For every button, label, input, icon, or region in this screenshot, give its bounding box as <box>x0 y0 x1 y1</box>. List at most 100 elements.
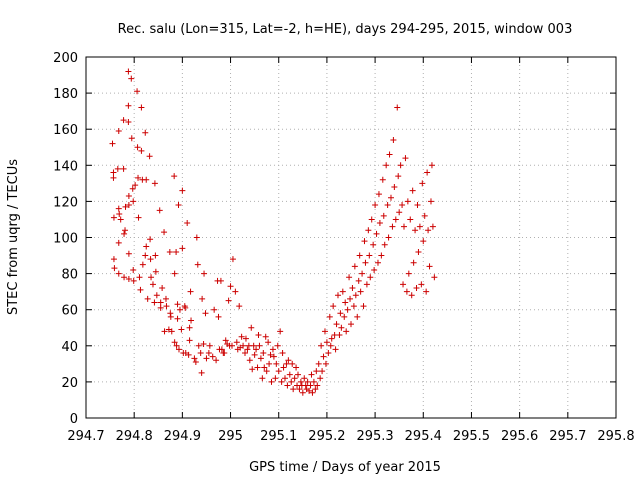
data-point <box>334 292 341 299</box>
data-point <box>299 389 306 396</box>
data-point <box>238 333 245 340</box>
data-point <box>193 234 200 241</box>
data-point <box>186 324 193 331</box>
data-point <box>138 104 145 111</box>
data-point <box>380 212 387 219</box>
data-point <box>203 355 210 362</box>
data-point <box>385 234 392 241</box>
data-point <box>228 342 235 349</box>
data-point <box>304 378 311 385</box>
data-point <box>297 378 304 385</box>
data-point <box>109 140 116 147</box>
data-point <box>173 248 180 255</box>
data-point <box>416 223 423 230</box>
data-point <box>405 270 412 277</box>
data-point <box>152 268 159 275</box>
data-point <box>176 306 183 313</box>
data-point <box>327 342 334 349</box>
data-point <box>209 353 216 360</box>
data-point <box>125 202 132 209</box>
data-point <box>249 366 256 373</box>
data-point <box>185 351 192 358</box>
data-point <box>254 364 261 371</box>
data-point <box>401 223 407 230</box>
data-point <box>115 128 122 135</box>
data-point <box>142 129 149 136</box>
data-point <box>137 286 144 293</box>
data-point <box>428 162 435 169</box>
data-point <box>148 274 155 281</box>
data-point <box>420 238 427 245</box>
data-point <box>173 342 180 349</box>
data-point <box>307 382 314 389</box>
data-point <box>386 151 393 158</box>
data-point <box>270 353 277 360</box>
data-point <box>281 375 288 382</box>
data-point <box>188 317 195 324</box>
data-point <box>157 304 164 311</box>
data-point <box>415 248 422 255</box>
x-tick-label: 294.8 <box>116 429 153 444</box>
data-point <box>174 301 181 308</box>
data-point <box>184 220 191 227</box>
data-point <box>248 324 255 331</box>
data-point <box>332 346 339 353</box>
data-point <box>288 378 295 385</box>
data-point <box>215 313 222 320</box>
data-point <box>341 313 348 320</box>
data-point <box>296 386 303 393</box>
data-point <box>110 174 117 181</box>
data-point <box>211 306 218 313</box>
data-point <box>143 243 150 250</box>
data-point <box>182 304 189 311</box>
data-point <box>338 324 345 331</box>
data-point <box>221 350 228 357</box>
y-tick-labels: 0 20 40 60 80 100 120 140 160 180 200 <box>53 51 78 427</box>
data-point <box>404 198 411 205</box>
data-point <box>269 346 276 353</box>
data-point <box>318 342 325 349</box>
data-point <box>135 214 142 221</box>
data-point <box>250 342 257 349</box>
data-point <box>370 241 377 248</box>
data-point <box>273 360 280 367</box>
data-point <box>265 339 272 346</box>
x-tick-labels: 294.7 294.8 294.9 295 295.1 295.2 295.3 295.4 29… <box>67 429 634 444</box>
data-point <box>348 321 354 328</box>
data-point <box>350 303 357 310</box>
chart-title: Rec. salu (Lon=315, Lat=-2, h=HE), days … <box>118 22 573 37</box>
data-point <box>227 283 234 290</box>
data-point <box>389 223 396 230</box>
data-point <box>351 263 358 270</box>
data-point <box>399 202 406 209</box>
data-point <box>284 382 291 389</box>
data-point <box>278 378 285 385</box>
data-point <box>429 223 436 230</box>
data-point <box>266 360 273 367</box>
y-tick-label: 180 <box>53 87 78 102</box>
data-point <box>423 288 430 295</box>
data-point <box>359 270 366 277</box>
data-point <box>421 212 428 219</box>
y-tick-label: 120 <box>53 195 78 210</box>
data-point <box>135 174 142 181</box>
data-point <box>202 310 209 317</box>
data-point <box>161 229 168 236</box>
y-tick-label: 140 <box>53 159 78 174</box>
data-point <box>400 281 407 288</box>
data-point <box>328 335 335 342</box>
data-point <box>330 303 337 310</box>
data-point <box>308 371 315 378</box>
data-point <box>125 192 132 199</box>
y-tick-label: 40 <box>61 340 78 355</box>
data-point <box>397 162 404 169</box>
data-point <box>179 245 186 252</box>
data-point <box>267 351 274 358</box>
data-point <box>136 274 143 281</box>
data-point <box>402 155 409 162</box>
data-point <box>360 303 367 310</box>
data-point <box>325 350 332 357</box>
data-point <box>198 369 205 376</box>
data-point <box>217 277 224 284</box>
data-point <box>280 364 287 371</box>
